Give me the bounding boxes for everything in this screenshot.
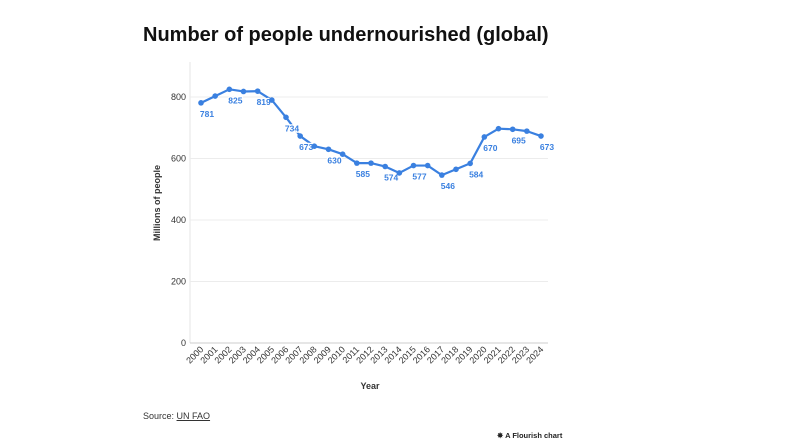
data-point bbox=[538, 133, 544, 139]
credit-text: A Flourish chart bbox=[505, 431, 563, 440]
data-point bbox=[509, 126, 516, 133]
y-tick-label: 200 bbox=[171, 277, 186, 287]
data-point bbox=[453, 166, 459, 173]
data-point bbox=[410, 162, 417, 169]
source-note: Source: UN FAO bbox=[143, 411, 210, 421]
data-label: 585 bbox=[356, 169, 370, 179]
data-point bbox=[439, 172, 445, 178]
data-point bbox=[424, 162, 431, 169]
data-point bbox=[467, 160, 473, 167]
data-point bbox=[481, 134, 488, 140]
data-label: 695 bbox=[512, 135, 526, 145]
data-point bbox=[254, 88, 261, 94]
y-tick-label: 600 bbox=[171, 154, 186, 164]
data-point bbox=[311, 143, 318, 149]
y-tick-label: 400 bbox=[171, 215, 186, 225]
data-point bbox=[240, 88, 247, 95]
data-label: 673 bbox=[540, 142, 554, 152]
data-label: 577 bbox=[412, 172, 426, 182]
y-tick-label: 800 bbox=[171, 92, 186, 102]
x-axis-title: Year bbox=[360, 381, 380, 391]
data-point bbox=[354, 160, 360, 166]
data-label: 734 bbox=[285, 123, 299, 133]
data-point bbox=[524, 128, 530, 134]
y-tick-label: 0 bbox=[181, 338, 186, 348]
data-label: 670 bbox=[483, 143, 497, 153]
data-label: 673 bbox=[299, 142, 313, 152]
source-prefix: Source: bbox=[143, 411, 177, 421]
source-link[interactable]: UN FAO bbox=[176, 411, 211, 421]
data-point bbox=[325, 146, 332, 153]
data-label: 825 bbox=[228, 95, 242, 105]
data-point bbox=[396, 170, 403, 176]
chart-title: Number of people undernourished (global) bbox=[143, 24, 549, 46]
data-label: 781 bbox=[200, 109, 214, 119]
data-label: 584 bbox=[469, 169, 483, 179]
data-point bbox=[283, 114, 289, 121]
data-point bbox=[198, 100, 204, 106]
flourish-credit[interactable]: ✸ A Flourish chart bbox=[497, 431, 563, 440]
data-point bbox=[368, 160, 374, 166]
data-point bbox=[212, 93, 218, 99]
data-label: 546 bbox=[441, 181, 455, 191]
data-label: 630 bbox=[327, 155, 341, 165]
data-label: 819 bbox=[257, 97, 271, 107]
data-point bbox=[269, 97, 275, 103]
y-axis-title: Millions of people bbox=[152, 165, 162, 241]
data-point bbox=[226, 86, 233, 93]
data-point bbox=[382, 163, 388, 170]
data-label: 574 bbox=[384, 172, 398, 182]
data-point bbox=[339, 151, 346, 157]
data-point bbox=[297, 133, 303, 139]
data-point bbox=[495, 125, 502, 132]
